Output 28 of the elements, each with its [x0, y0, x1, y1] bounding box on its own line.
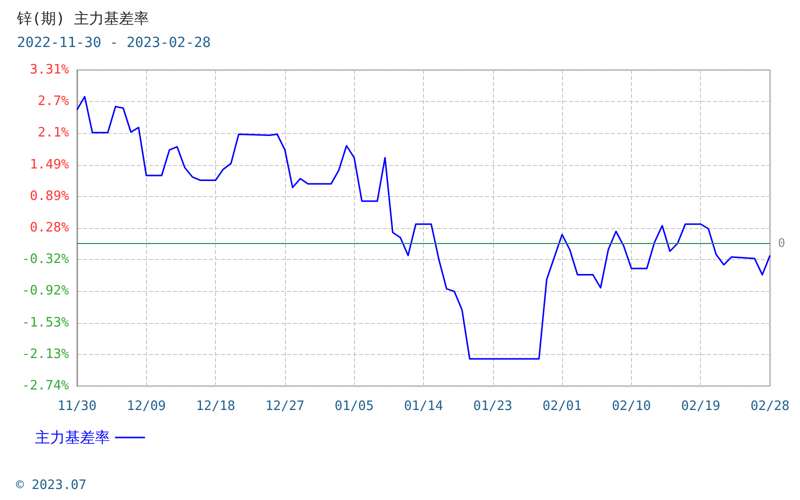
x-tick-label: 12/09	[126, 399, 166, 414]
y-tick-label: 3.31%	[30, 62, 70, 78]
y-tick-label: 0.28%	[30, 220, 70, 236]
y-tick-label: -1.53%	[22, 315, 70, 330]
x-tick-label: 01/14	[404, 399, 444, 414]
x-tick-label: 02/01	[542, 399, 582, 414]
chart-subtitle: 2022-11-30 - 2023-02-28	[17, 35, 211, 51]
x-tick-label: 02/28	[750, 399, 790, 414]
legend-label: 主力基差率	[35, 428, 110, 446]
y-tick-label: -2.74%	[22, 378, 70, 394]
x-tick-label: 02/19	[681, 399, 720, 414]
y-tick-label: -0.92%	[22, 284, 70, 299]
chart-title: 锌(期) 主力基差率	[16, 10, 150, 28]
x-tick-label: 01/05	[334, 399, 374, 414]
y-tick-label: 0.89%	[30, 188, 70, 204]
x-tick-label: 12/27	[265, 399, 304, 414]
line-series	[76, 96, 771, 360]
y-tick-label: 1.49%	[30, 157, 70, 172]
y-tick-label: 2.1%	[38, 126, 70, 141]
y-tick-label: -2.13%	[22, 346, 70, 362]
ref-line-label: 0	[778, 236, 786, 250]
y-tick-label: 2.7%	[38, 94, 70, 110]
y-tick-label: -0.32%	[22, 252, 70, 268]
text: © 2023.07	[16, 478, 86, 493]
x-tick-label: 01/23	[473, 399, 512, 414]
x-tick-label: 12/18	[196, 399, 236, 414]
x-tick-label: 02/10	[612, 399, 651, 414]
x-tick-label: 11/30	[57, 399, 97, 414]
